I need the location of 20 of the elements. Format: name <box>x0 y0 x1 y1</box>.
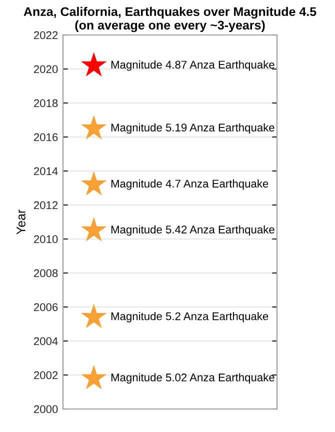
chart-title: Anza, California, Earthquakes over Magnitude 4.5 (on average one every ~3-years) <box>24 6 316 32</box>
y-tick-label: 2022 <box>34 31 58 40</box>
y-tick-label: 2012 <box>34 201 58 210</box>
y-tick-label: 2016 <box>34 133 58 142</box>
y-tick-label: 2006 <box>34 303 58 312</box>
y-axis-title: Year <box>16 210 26 234</box>
y-tick-label: 2018 <box>34 99 58 108</box>
data-label: Magnitude 5.2 Anza Earthquake <box>111 312 268 322</box>
data-label: Magnitude 4.87 Anza Earthquake <box>111 60 274 71</box>
y-tick-label: 2000 <box>34 405 58 414</box>
y-tick-label: 2014 <box>34 167 58 176</box>
y-tick-label: 2004 <box>34 337 58 346</box>
y-tick-label: 2002 <box>34 371 58 380</box>
data-label: Magnitude 5.19 Anza Earthquake <box>111 123 274 134</box>
data-label: Magnitude 5.02 Anza Earthquake <box>111 373 274 384</box>
data-label: Magnitude 4.7 Anza Earthquake <box>111 179 268 190</box>
y-tick-label: 2010 <box>34 235 58 244</box>
y-tick-label: 2020 <box>34 65 58 74</box>
y-tick-label: 2008 <box>34 269 58 278</box>
data-label: Magnitude 5.42 Anza Earthquake <box>111 225 274 236</box>
